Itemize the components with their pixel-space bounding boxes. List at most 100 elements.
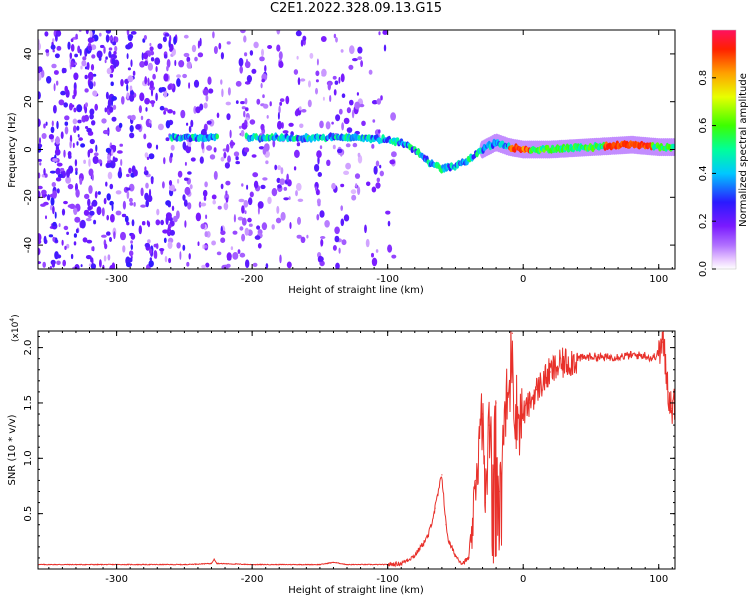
- spectrogram-cell: [120, 79, 124, 87]
- spectrogram-cell: [355, 183, 358, 188]
- spectrogram-cell: [357, 46, 363, 54]
- spectrogram-cell: [97, 159, 103, 164]
- spectrogram-cell: [73, 72, 79, 81]
- spectrogram-cell: [45, 49, 50, 53]
- spectrogram-cell: [73, 107, 77, 113]
- spectrogram-cell: [282, 130, 289, 134]
- spectrogram-cell: [201, 264, 207, 269]
- spectrogram-cell: [159, 248, 165, 252]
- spectrogram-cell: [91, 120, 96, 126]
- spectrogram-cell: [260, 82, 263, 89]
- spectrogram-cell: [75, 188, 80, 198]
- spectrogram-cell: [167, 241, 173, 249]
- snr-data-point: [536, 389, 538, 391]
- colorbar-tick-label: 0.8: [698, 70, 709, 86]
- spectrogram-cell: [87, 206, 92, 211]
- spectrogram-cell: [170, 144, 175, 151]
- spectrogram-cell: [87, 71, 94, 81]
- spectrogram-cell: [55, 167, 61, 175]
- spectrogram-cell: [216, 112, 220, 119]
- spectrogram-cell: [306, 234, 309, 239]
- spectrogram-cell: [340, 205, 344, 211]
- spectrogram-cell: [146, 142, 152, 149]
- spectrogram-cell: [105, 30, 111, 34]
- spectrogram-cell: [235, 80, 242, 87]
- spectrogram-cell: [53, 70, 59, 75]
- spectrogram-cell: [256, 225, 261, 230]
- spectrogram-cell: [42, 261, 46, 268]
- spectrogram-cell: [64, 121, 69, 126]
- spectrogram-cell: [108, 47, 113, 51]
- spectrogram-cell: [204, 231, 208, 238]
- spectrogram-cell: [56, 260, 61, 266]
- colorbar-frame: [711, 29, 737, 270]
- spectrogram-cell: [248, 223, 253, 227]
- spectrogram-cell: [52, 190, 57, 199]
- spectrogram-cell: [55, 136, 60, 145]
- spectrogram-cell: [216, 251, 222, 256]
- spectrogram-cell: [373, 165, 378, 175]
- spectrogram-cell: [378, 129, 381, 134]
- spectrogram-cell: [240, 30, 246, 34]
- spectrogram-cell: [60, 90, 66, 96]
- spectrogram-cell: [105, 91, 109, 100]
- spectrogram-cell: [155, 66, 158, 73]
- spectrogram-cell: [265, 263, 269, 269]
- spectrogram-cell: [66, 169, 70, 178]
- spectrogram-cell: [49, 170, 56, 174]
- spectrogram-cell: [225, 180, 231, 186]
- spectrogram-cell: [126, 30, 130, 36]
- spectrogram-cell: [126, 187, 131, 191]
- spectrogram-cell: [80, 143, 86, 148]
- spectrogram-cell: [241, 205, 245, 214]
- spectrogram-cell: [53, 104, 57, 114]
- spectrogram-cell: [51, 120, 54, 127]
- spectrogram-y-tick-label: 20: [23, 95, 34, 108]
- spectrogram-cell: [198, 201, 202, 208]
- spectrogram-cell: [320, 239, 324, 247]
- spectrogram-cell: [319, 210, 325, 218]
- spectrogram-cell: [106, 193, 111, 201]
- spectrogram-cell: [352, 58, 358, 62]
- spectrogram-cell: [225, 190, 228, 196]
- spectrogram-cell: [165, 200, 172, 206]
- spectrogram-cell: [106, 163, 113, 168]
- spectrogram-cell: [182, 141, 187, 150]
- spectrogram-cell: [338, 108, 343, 115]
- spectrogram-cell: [115, 190, 122, 195]
- spectrogram-cell: [235, 156, 239, 161]
- spectrogram-cell: [113, 51, 117, 55]
- spectrogram-cell: [299, 106, 302, 111]
- spectrogram-cell: [89, 113, 94, 120]
- spectrogram-cell: [293, 166, 297, 171]
- spectrogram-cell: [267, 196, 272, 205]
- spectrogram-cell: [294, 149, 300, 158]
- spectrogram-cell: [350, 189, 357, 195]
- spectrogram-cell: [43, 123, 46, 129]
- spectrogram-cell: [130, 31, 137, 35]
- spectrogram-cell: [237, 249, 241, 254]
- spectrogram-cell: [105, 34, 110, 43]
- spectrogram-x-ticks: -300 -200 -100 0 100: [48, 30, 673, 285]
- spectrogram-cell: [147, 194, 153, 203]
- spectrogram-cell: [357, 56, 363, 60]
- colorbar-label: Normalized spectral amplitude: [738, 73, 749, 227]
- spectrogram-cell: [122, 245, 126, 253]
- spectrogram-cell: [226, 113, 231, 121]
- spectrogram-cell: [244, 210, 247, 215]
- spectrogram-cell: [144, 60, 148, 66]
- spectrogram-cell: [279, 178, 286, 185]
- spectrogram-cell: [183, 34, 189, 39]
- spectrogram-cell: [147, 62, 153, 71]
- spectrogram-cell: [230, 246, 234, 251]
- spectrogram-cell: [341, 122, 344, 131]
- spectrogram-cell: [52, 49, 55, 53]
- spectrogram-cell: [165, 137, 170, 142]
- spectrogram-cell: [334, 80, 339, 85]
- spectrogram-cell: [351, 194, 357, 201]
- spectrogram-cell: [80, 65, 83, 70]
- spectrogram-cell: [160, 219, 165, 226]
- spectrogram-cell: [88, 81, 94, 90]
- spectrogram-cell: [172, 110, 176, 115]
- spectrogram-cell: [133, 169, 138, 177]
